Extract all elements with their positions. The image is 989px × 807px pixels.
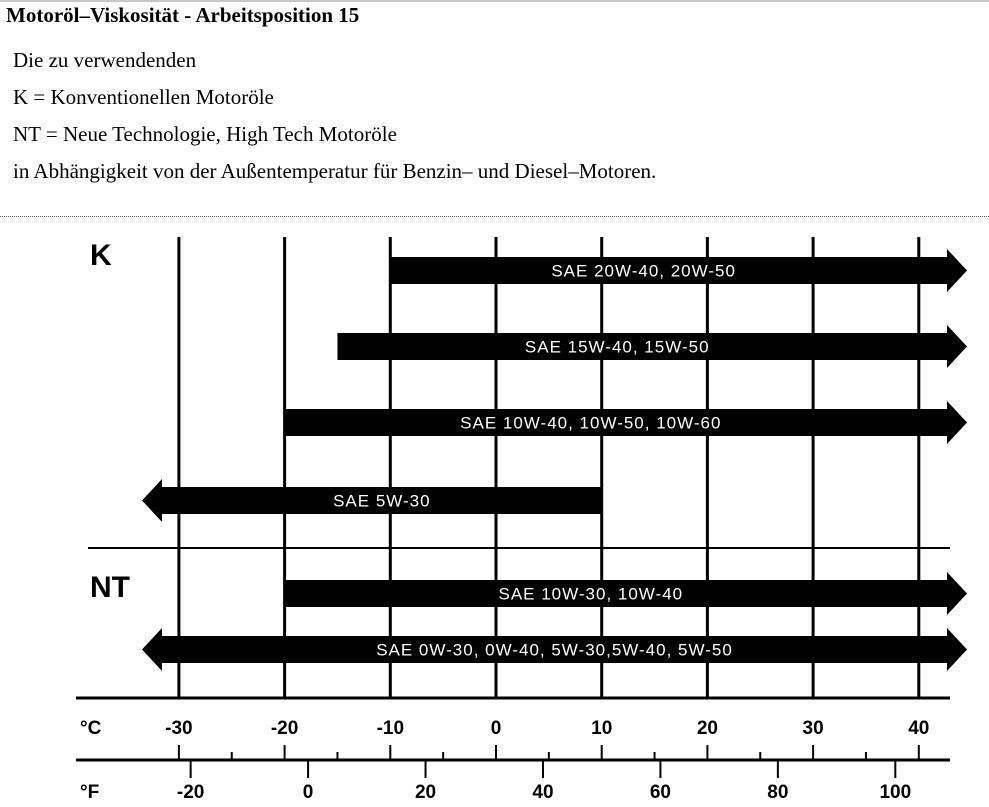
- celsius-tick-label: -30: [165, 718, 192, 739]
- top-border: [0, 0, 989, 2]
- fahrenheit-tick-label: 20: [415, 782, 436, 803]
- fahrenheit-tick-label: 0: [303, 782, 314, 803]
- bar-label: SAE 15W-40, 15W-50: [525, 338, 710, 357]
- bar-label: SAE 5W-30: [333, 492, 431, 511]
- viscosity-bar: [284, 401, 968, 444]
- intro-line: in Abhängigkeit von der Außentemperatur …: [13, 159, 657, 183]
- intro-line: K = Konventionellen Motoröle: [13, 85, 274, 109]
- viscosity-bar: [337, 325, 967, 368]
- celsius-tick-label: 40: [908, 718, 929, 739]
- celsius-tick-label: -20: [271, 718, 298, 739]
- fahrenheit-tick-label: 80: [767, 782, 788, 803]
- fahrenheit-tick-label: 60: [650, 782, 671, 803]
- celsius-tick-label: -10: [377, 718, 404, 739]
- bar-label: SAE 0W-30, 0W-40, 5W-30,5W-40, 5W-50: [376, 641, 733, 660]
- viscosity-bar: [142, 479, 602, 522]
- viscosity-bar: [142, 628, 967, 671]
- bar-label: SAE 20W-40, 20W-50: [551, 262, 736, 281]
- celsius-unit-label: °C: [80, 718, 102, 739]
- fahrenheit-unit-label: °F: [80, 782, 99, 803]
- bar-label: SAE 10W-30, 10W-40: [498, 585, 683, 604]
- page-title: Motoröl–Viskosität - Arbeitsposition 15: [6, 3, 360, 27]
- celsius-tick-label: 10: [591, 718, 612, 739]
- group-label-nt: NT: [90, 571, 130, 604]
- separator: [0, 216, 989, 217]
- intro-line: Die zu verwendenden: [13, 48, 197, 72]
- viscosity-bar: [390, 249, 967, 292]
- celsius-tick-label: 0: [491, 718, 502, 739]
- bar-label: SAE 10W-40, 10W-50, 10W-60: [460, 414, 721, 433]
- celsius-tick-label: 20: [697, 718, 718, 739]
- fahrenheit-tick-label: -20: [177, 782, 204, 803]
- fahrenheit-tick-label: 40: [532, 782, 553, 803]
- celsius-tick-label: 30: [803, 718, 824, 739]
- group-label-k: K: [90, 239, 112, 272]
- intro-line: NT = Neue Technologie, High Tech Motoröl…: [13, 122, 397, 146]
- fahrenheit-tick-label: 100: [879, 782, 911, 803]
- viscosity-bar: [284, 572, 968, 615]
